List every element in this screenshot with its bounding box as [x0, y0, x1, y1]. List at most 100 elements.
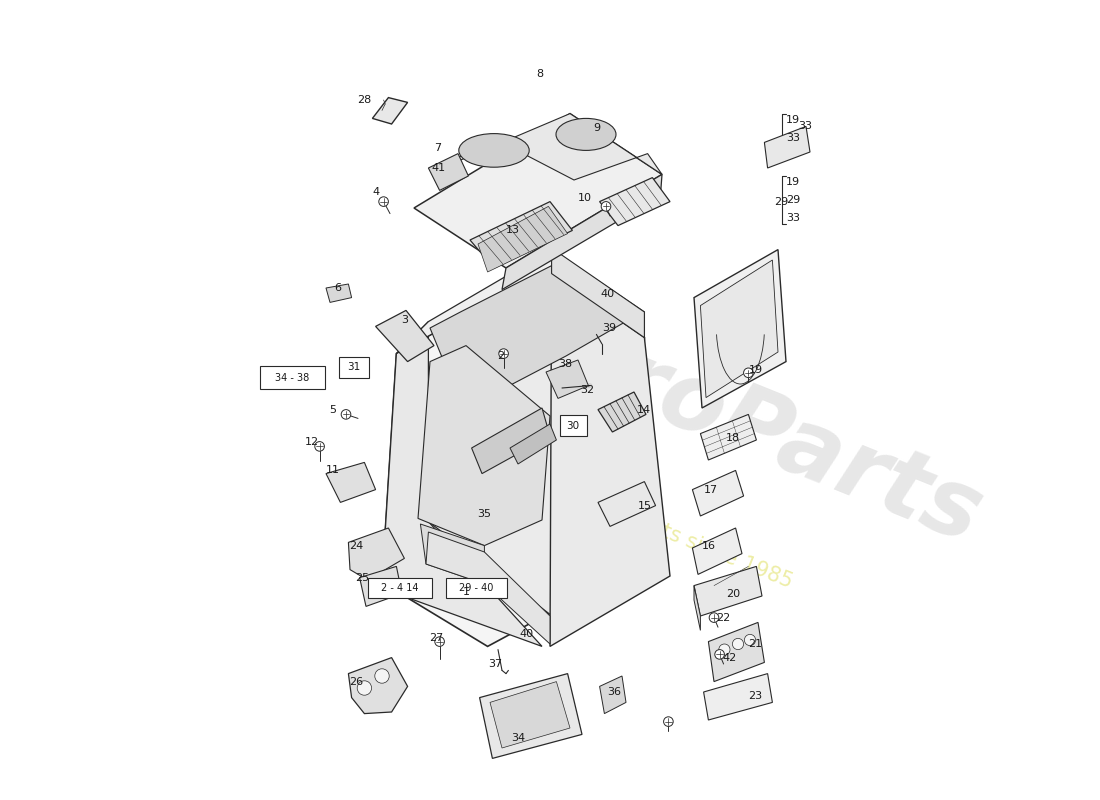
Circle shape	[358, 681, 372, 695]
Text: 6: 6	[334, 283, 341, 293]
Polygon shape	[546, 360, 589, 398]
Text: 42: 42	[722, 653, 736, 662]
Text: 2: 2	[497, 351, 504, 361]
Polygon shape	[349, 658, 408, 714]
Text: 39: 39	[602, 323, 616, 333]
Text: 8: 8	[536, 70, 543, 79]
Circle shape	[745, 634, 756, 646]
FancyBboxPatch shape	[260, 366, 326, 389]
Text: 10: 10	[578, 194, 592, 203]
Text: 34 - 38: 34 - 38	[275, 373, 309, 382]
Polygon shape	[326, 462, 375, 502]
Text: 3: 3	[400, 315, 408, 325]
Circle shape	[315, 442, 324, 451]
FancyBboxPatch shape	[560, 415, 586, 436]
Polygon shape	[414, 114, 662, 268]
Circle shape	[375, 669, 389, 683]
Text: 7: 7	[434, 143, 441, 153]
Polygon shape	[692, 528, 742, 574]
FancyBboxPatch shape	[339, 357, 370, 378]
Text: 24: 24	[350, 541, 363, 550]
Text: 12: 12	[305, 438, 319, 447]
Text: 4: 4	[373, 187, 380, 197]
Circle shape	[718, 644, 730, 655]
Polygon shape	[708, 622, 764, 682]
Text: euroParts: euroParts	[481, 284, 996, 564]
Circle shape	[602, 202, 610, 211]
Text: 11: 11	[326, 465, 340, 474]
Polygon shape	[472, 408, 550, 474]
Text: 33: 33	[786, 213, 800, 222]
Text: 27: 27	[429, 634, 443, 643]
Polygon shape	[600, 676, 626, 714]
Polygon shape	[692, 470, 744, 516]
Polygon shape	[600, 178, 670, 226]
Polygon shape	[598, 482, 656, 526]
Polygon shape	[382, 274, 645, 646]
Text: 29: 29	[774, 197, 789, 206]
Polygon shape	[510, 424, 557, 464]
Text: 35: 35	[477, 509, 492, 518]
Text: 29: 29	[786, 195, 801, 205]
Polygon shape	[360, 566, 401, 606]
Circle shape	[434, 637, 444, 646]
Text: 14: 14	[637, 406, 650, 415]
Polygon shape	[375, 310, 434, 362]
Text: 19: 19	[786, 115, 800, 125]
Polygon shape	[598, 392, 646, 432]
Circle shape	[498, 349, 508, 358]
Text: 33: 33	[798, 121, 812, 130]
Polygon shape	[430, 262, 639, 410]
Text: 19: 19	[748, 366, 762, 375]
Text: 19: 19	[786, 178, 800, 187]
Text: 22: 22	[716, 613, 730, 622]
Circle shape	[744, 368, 754, 378]
Ellipse shape	[556, 118, 616, 150]
Text: 29 - 40: 29 - 40	[459, 583, 494, 593]
Text: 20: 20	[726, 589, 740, 598]
Polygon shape	[420, 524, 484, 584]
Text: 32: 32	[581, 386, 594, 395]
Text: 18: 18	[726, 434, 740, 443]
FancyBboxPatch shape	[367, 578, 431, 598]
Text: 25: 25	[355, 573, 370, 582]
Text: 41: 41	[431, 163, 446, 173]
Polygon shape	[551, 248, 645, 338]
Text: 31: 31	[348, 362, 361, 372]
Polygon shape	[701, 414, 757, 460]
Polygon shape	[438, 114, 662, 180]
Text: 37: 37	[488, 659, 503, 669]
Polygon shape	[428, 154, 469, 190]
Polygon shape	[478, 206, 568, 272]
Text: 17: 17	[704, 485, 717, 494]
Circle shape	[341, 410, 351, 419]
Polygon shape	[396, 250, 645, 354]
Text: 23: 23	[748, 691, 762, 701]
Text: 15: 15	[638, 501, 652, 510]
Text: 2 - 4 14: 2 - 4 14	[381, 583, 418, 593]
Circle shape	[663, 717, 673, 726]
Text: 30: 30	[566, 421, 580, 430]
Text: 21: 21	[748, 639, 762, 649]
Polygon shape	[694, 586, 701, 630]
Polygon shape	[502, 174, 662, 290]
Polygon shape	[701, 260, 778, 398]
Polygon shape	[426, 532, 550, 644]
Polygon shape	[550, 274, 670, 646]
Circle shape	[378, 197, 388, 206]
Text: a passion for parts since 1985: a passion for parts since 1985	[496, 456, 795, 592]
Text: 40: 40	[601, 290, 615, 299]
Polygon shape	[490, 682, 570, 748]
Ellipse shape	[459, 134, 529, 167]
Circle shape	[715, 650, 725, 659]
Text: 34: 34	[510, 733, 525, 742]
Text: 28: 28	[358, 95, 372, 105]
Text: 36: 36	[607, 687, 621, 697]
Text: 13: 13	[505, 226, 519, 235]
Text: 40: 40	[519, 629, 534, 638]
Polygon shape	[428, 274, 645, 614]
Polygon shape	[764, 126, 810, 168]
Polygon shape	[470, 202, 572, 268]
Text: 16: 16	[702, 542, 716, 551]
Polygon shape	[373, 98, 408, 124]
